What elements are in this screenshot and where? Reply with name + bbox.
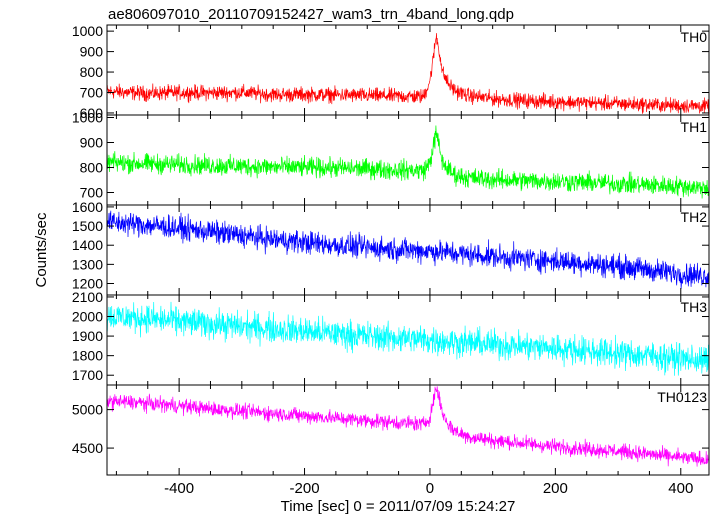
series-line-th1 — [107, 125, 709, 199]
panel-frame — [106, 384, 710, 476]
x-tick-label: 200 — [543, 480, 568, 497]
y-tick-label: 1200 — [72, 276, 103, 292]
x-tick-label: -400 — [164, 480, 194, 497]
series-line-th0 — [107, 33, 709, 115]
y-tick-label: 800 — [80, 64, 104, 80]
y-tick-label: 1600 — [72, 199, 103, 215]
panel-th1: TH1 700 800 900 1000 — [72, 110, 710, 206]
panel-label: TH0 — [681, 29, 708, 45]
y-tick-label: 4500 — [72, 440, 103, 456]
chart-title: ae806097010_20110709152427_wam3_trn_4ban… — [108, 6, 514, 23]
panels-group: TH0 600 700 800 900 1000 TH1 700 800 900 1000 TH2 12… — [72, 23, 710, 497]
panel-label: TH1 — [681, 119, 708, 135]
y-tick-label: 1400 — [72, 237, 103, 253]
panel-label: TH0123 — [657, 389, 707, 405]
y-tick-label: 5000 — [72, 402, 103, 418]
y-tick-label: 1000 — [72, 110, 103, 126]
x-axis-label: Time [sec] 0 = 2011/07/09 15:24:27 — [281, 498, 516, 515]
y-tick-label: 2000 — [72, 309, 103, 325]
panel-th2: TH2 1200 1300 1400 1500 1600 — [72, 199, 710, 296]
y-tick-label: 1500 — [72, 218, 103, 234]
x-tick-label: -200 — [290, 480, 320, 497]
y-tick-label: 700 — [80, 85, 104, 101]
series-line-th0123 — [107, 386, 709, 467]
y-tick-label: 1300 — [72, 256, 103, 272]
y-axis-label: Counts/sec — [33, 212, 50, 288]
y-tick-label: 1900 — [72, 328, 103, 344]
series-line-th3 — [107, 301, 709, 376]
panel-label: TH3 — [681, 299, 708, 315]
x-tick-label: 0 — [426, 480, 434, 497]
y-tick-label: 700 — [80, 185, 104, 201]
y-tick-label: 1700 — [72, 367, 103, 383]
y-tick-label: 2100 — [72, 289, 103, 305]
y-tick-label: 1000 — [72, 23, 103, 39]
series-line-th2 — [107, 210, 709, 290]
y-tick-label: 900 — [80, 135, 104, 151]
panel-th0123: TH0123 4500 5000 — [72, 384, 710, 476]
panel-th3: TH3 1700 1800 1900 2000 2100 — [72, 289, 710, 386]
panel-label: TH2 — [681, 209, 708, 225]
y-tick-label: 900 — [80, 44, 104, 60]
y-tick-label: 600 — [80, 105, 104, 121]
x-tick-label: 400 — [668, 480, 693, 497]
y-tick-label: 1800 — [72, 348, 103, 364]
panel-th0: TH0 600 700 800 900 1000 — [72, 23, 710, 121]
y-tick-label: 800 — [80, 160, 104, 176]
